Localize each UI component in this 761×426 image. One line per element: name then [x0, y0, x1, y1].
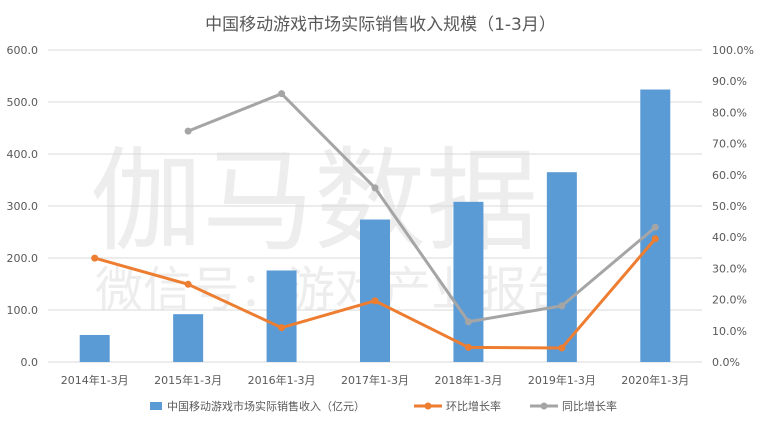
left-tick-label: 200.0 [7, 252, 39, 265]
x-tick-label: 2017年1-3月 [341, 373, 409, 387]
watermark: 伽马数据 微信号：游戏产业报告 [90, 137, 575, 318]
right-tick-label: 70.0% [712, 138, 747, 151]
legend-qoq-label: 环比增长率 [446, 399, 501, 413]
qoq-point [278, 324, 286, 332]
bar [453, 201, 484, 362]
bar-series [79, 89, 671, 363]
right-tick-label: 50.0% [712, 200, 747, 213]
legend-bar-label: 中国移动游戏市场实际销售收入（亿元） [167, 399, 365, 413]
right-tick-label: 40.0% [712, 231, 747, 244]
bar [360, 219, 390, 362]
left-tick-label: 100.0 [7, 304, 39, 317]
qoq-point [91, 254, 99, 262]
x-tick-label: 2020年1-3月 [621, 373, 689, 387]
right-axis: 0.0% 10.0% 20.0% 30.0% 40.0% 50.0% 60.0% 70.0% 8… [712, 44, 754, 369]
x-tick-label: 2014年1-3月 [61, 373, 129, 387]
right-tick-label: 80.0% [712, 106, 747, 119]
left-tick-label: 600.0 [7, 44, 39, 57]
qoq-point [651, 235, 659, 243]
legend: 中国移动游戏市场实际销售收入（亿元） 环比增长率 同比增长率 [150, 399, 617, 413]
x-tick-label: 2016年1-3月 [248, 373, 316, 387]
yoy-point [184, 127, 192, 135]
right-tick-label: 60.0% [712, 169, 747, 182]
yoy-line [187, 92, 657, 324]
legend-yoy-label: 同比增长率 [562, 399, 617, 413]
right-tick-label: 90.0% [712, 75, 747, 88]
qoq-point [184, 280, 192, 288]
yoy-point [278, 90, 286, 98]
left-tick-label: 300.0 [7, 200, 39, 213]
qoq-point [371, 297, 379, 305]
left-tick-label: 500.0 [7, 96, 39, 109]
left-tick-label: 0.0 [21, 356, 39, 369]
yoy-point [651, 223, 659, 231]
yoy-point [371, 184, 379, 192]
legend-yoy-marker [540, 402, 548, 410]
bar [173, 314, 204, 362]
chart-title: 中国移动游戏市场实际销售收入规模（1-3月） [205, 15, 556, 35]
right-tick-label: 100.0% [712, 44, 754, 57]
x-tick-label: 2015年1-3月 [154, 373, 222, 387]
bar [546, 172, 577, 362]
legend-qoq-marker [424, 402, 432, 410]
line-series [91, 90, 659, 352]
x-axis: 2014年1-3月 2015年1-3月 2016年1-3月 2017年1-3月 2018… [61, 373, 690, 387]
qoq-point [464, 343, 472, 351]
yoy-point [558, 302, 566, 310]
right-tick-label: 20.0% [712, 294, 747, 307]
qoq-point [558, 344, 566, 352]
left-tick-label: 400.0 [7, 148, 39, 161]
legend-bar-swatch [150, 402, 162, 410]
right-tick-label: 30.0% [712, 262, 747, 275]
x-tick-label: 2019年1-3月 [528, 373, 596, 387]
yoy-point [464, 318, 472, 326]
x-tick-label: 2018年1-3月 [434, 373, 502, 387]
right-tick-label: 10.0% [712, 325, 747, 338]
bar [79, 334, 110, 362]
watermark-line2: 微信号：游戏产业报告 [95, 262, 575, 318]
bar [266, 270, 297, 362]
right-tick-label: 0.0% [712, 356, 740, 369]
left-axis: 0.0 100.0 200.0 300.0 400.0 500.0 600.0 [7, 44, 39, 369]
